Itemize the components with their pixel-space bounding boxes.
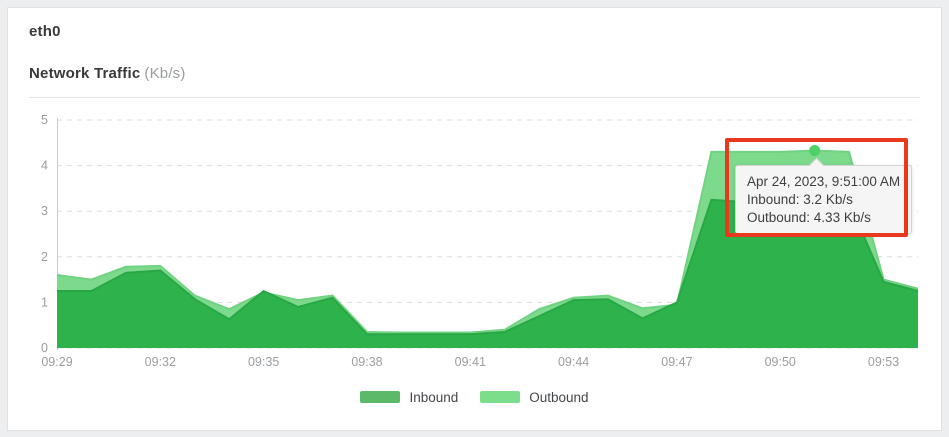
y-axis-tick-label: 3 (41, 204, 48, 218)
x-axis-tick-label: 09:50 (765, 355, 796, 369)
tooltip-timestamp: Apr 24, 2023, 9:51:00 AM (747, 174, 901, 189)
x-axis-tick-label: 09:41 (455, 355, 486, 369)
y-axis-tick-label: 1 (41, 295, 48, 309)
chart-title: Network Traffic (Kb/s) (29, 65, 186, 82)
tooltip-outbound-value: Outbound: 4.33 Kb/s (747, 210, 871, 225)
inbound-area[interactable] (57, 199, 918, 348)
inbound-legend-swatch (360, 391, 401, 403)
x-axis-tick-label: 09:29 (41, 355, 72, 369)
x-axis-tick-label: 09:35 (248, 355, 279, 369)
outbound-line (56, 149, 919, 334)
hover-point-marker[interactable] (809, 145, 821, 157)
chart-title-text: Network Traffic (29, 65, 141, 82)
chart-tooltip: Apr 24, 2023, 9:51:00 AM Inbound: 3.2 Kb… (735, 157, 913, 234)
tooltip-inbound-value: Inbound: 3.2 Kb/s (747, 192, 853, 207)
y-axis-tick-label: 5 (41, 113, 48, 127)
y-axis-tick-label: 2 (41, 250, 48, 264)
outbound-legend-label: Outbound (529, 389, 589, 405)
legend-item-outbound[interactable]: Outbound (480, 389, 589, 405)
legend-item-inbound[interactable]: Inbound (360, 390, 458, 405)
x-axis-tick-label: 09:53 (868, 355, 899, 369)
outbound-legend-swatch (480, 391, 521, 403)
chart-title-unit: (Kb/s) (144, 65, 186, 82)
x-axis-tick-label: 09:38 (351, 355, 382, 369)
chart-legend: Inbound Outbound (0, 388, 949, 406)
y-axis-tick-label: 4 (41, 159, 48, 173)
x-axis-tick-label: 09:47 (661, 355, 692, 369)
x-axis-tick-label: 09:32 (145, 355, 176, 369)
inbound-legend-label: Inbound (409, 389, 459, 405)
x-axis-tick-label: 09:44 (558, 355, 589, 369)
y-axis-tick-label: 0 (41, 341, 48, 355)
interface-title: eth0 (29, 23, 61, 40)
header-divider (29, 97, 920, 98)
